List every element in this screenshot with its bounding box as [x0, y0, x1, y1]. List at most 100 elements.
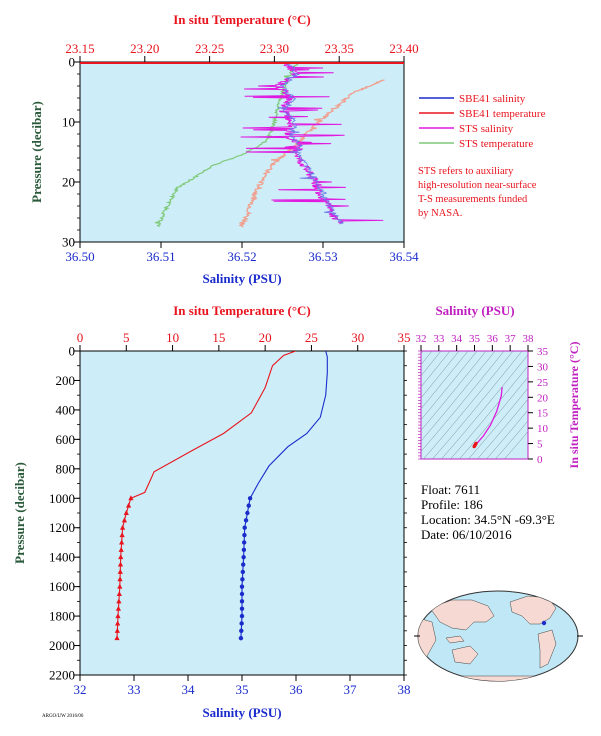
main-temperature-title: In situ Temperature (°C) [173, 303, 311, 318]
density-contour [477, 398, 528, 459]
map-antarctica [429, 675, 567, 681]
profile-number: Profile: 186 [421, 497, 483, 512]
top-pressure-tick-label: 30 [62, 235, 75, 250]
density-contour [450, 365, 528, 459]
float-info: Float: 7611 Profile: 186 Location: 34.5°… [421, 482, 555, 542]
main-pressure-tick-label: 1600 [49, 579, 75, 594]
legend-sbe41-temperature: SBE41 temperature [459, 108, 546, 120]
ts-salinity-tick-label: 33 [433, 333, 445, 345]
salinity-point [242, 532, 247, 538]
salinity-markers [238, 496, 253, 641]
map-australia [451, 645, 479, 665]
ts-salinity-tick-label: 37 [505, 333, 517, 345]
top-salinity-tick-label: 36.51 [146, 249, 175, 264]
salinity-point [241, 554, 246, 560]
main-pressure-tick-label: 1400 [49, 550, 75, 565]
map-eurasia [429, 599, 495, 631]
density-contour [421, 351, 424, 354]
legend-sts-temperature: STS temperature [459, 138, 533, 150]
salinity-point [245, 510, 250, 516]
temperature-point [121, 517, 128, 523]
ts-temperature-tick-label: 20 [537, 392, 549, 404]
map-south-america [537, 629, 557, 669]
main-pressure-tick-label: 0 [69, 344, 76, 359]
density-contour [421, 351, 460, 399]
sts-note-line-1: STS refers to auxiliary [418, 166, 514, 177]
ts-temperature-tick-label: 5 [537, 439, 543, 451]
salinity-point [243, 518, 249, 523]
ts-temperature-tick-label: 30 [537, 361, 549, 373]
main-temperature-ticks: 0 5 10 15 20 25 30 35 [77, 330, 411, 351]
sbe41-temperature-line [238, 79, 385, 228]
salinity-point [247, 496, 253, 501]
salinity-point [242, 525, 247, 530]
top-temperature-tick-label: 23.30 [260, 41, 289, 56]
density-contour [421, 351, 469, 410]
density-contours [421, 351, 528, 459]
temperature-point [126, 502, 132, 508]
density-contour [441, 354, 528, 459]
temperature-point [119, 532, 125, 538]
main-pressure-tick-label: 1000 [49, 491, 75, 506]
ts-panel: Salinity (PSU) 32 33 34 35 36 37 38 0 5 10 15 20 25… [416, 303, 582, 468]
salinity-point [239, 591, 245, 597]
density-contour [468, 387, 528, 459]
temperature-point [115, 613, 121, 619]
salinity-point [240, 569, 246, 575]
main-pressure-tick-label: 400 [56, 402, 76, 417]
ts-temperature-tick-label: 25 [537, 377, 549, 389]
footer-credit: ARGO/UW 2016/06 [42, 714, 84, 719]
density-contour [504, 431, 528, 459]
top-temperature-tick-label: 23.40 [389, 41, 418, 56]
main-temperature-tick-label: 10 [166, 330, 179, 345]
top-salinity-tick-label: 36.54 [389, 249, 419, 264]
salinity-point [241, 540, 247, 545]
top-salinity-tick-label: 36.50 [65, 249, 94, 264]
legend-sbe41-salinity: SBE41 salinity [459, 93, 526, 105]
main-temperature-tick-label: 15 [212, 330, 225, 345]
top-panel: In situ Temperature (°C) 23.15 23.20 23.25… [29, 12, 546, 286]
density-contour [423, 351, 514, 459]
legend-sts-salinity: STS salinity [459, 123, 514, 135]
ts-temperature-tick-label: 10 [537, 423, 549, 435]
temperature-point [117, 583, 123, 589]
map-greenland [563, 595, 575, 607]
salinity-point [239, 584, 245, 589]
main-salinity-ticks: 32 33 34 35 36 37 38 [74, 675, 411, 697]
temperature-point [116, 591, 122, 596]
main-pressure-tick-label: 200 [56, 373, 76, 388]
main-pressure-tick-label: 600 [56, 432, 76, 447]
float-location-marker [541, 620, 547, 626]
density-contour [421, 351, 487, 431]
float-id: Float: 7611 [421, 482, 480, 497]
density-contour [421, 351, 433, 366]
ts-temperature-ticks: 0 5 10 15 20 25 30 35 [418, 346, 549, 466]
date: Date: 06/10/2016 [421, 527, 512, 542]
top-plot-area [79, 61, 405, 243]
ts-salinity-ticks: 32 33 34 35 36 37 38 [416, 333, 534, 351]
salinity-point [241, 562, 246, 567]
main-pressure-tick-label: 1200 [49, 520, 75, 535]
ts-salinity-tick-label: 36 [487, 333, 499, 345]
ts-salinity-title: Salinity (PSU) [435, 303, 514, 318]
temperature-point [114, 635, 120, 641]
temperature-point [115, 620, 121, 626]
top-temperature-tick-label: 23.35 [325, 41, 354, 56]
top-pressure-tick-label: 10 [62, 115, 75, 130]
salinity-point [241, 547, 247, 553]
ts-temperature-tick-label: 15 [537, 408, 549, 420]
map-indonesia [445, 635, 465, 644]
main-pressure-tick-label: 2200 [49, 668, 75, 683]
main-salinity-tick-label: 38 [398, 682, 411, 697]
main-temperature-tick-label: 20 [259, 330, 272, 345]
top-legend: SBE41 salinity SBE41 temperature STS sal… [419, 93, 546, 150]
salinity-point [239, 621, 244, 626]
salinity-point [239, 628, 244, 634]
temperature-point [115, 605, 122, 611]
density-contour [486, 409, 528, 459]
main-salinity-xlabel: Salinity (PSU) [202, 705, 281, 720]
ts-salinity-tick-label: 32 [416, 333, 427, 345]
top-temperature-tick-label: 23.15 [65, 41, 94, 56]
temperature-point [114, 627, 120, 633]
main-pressure-tick-label: 1800 [49, 609, 75, 624]
